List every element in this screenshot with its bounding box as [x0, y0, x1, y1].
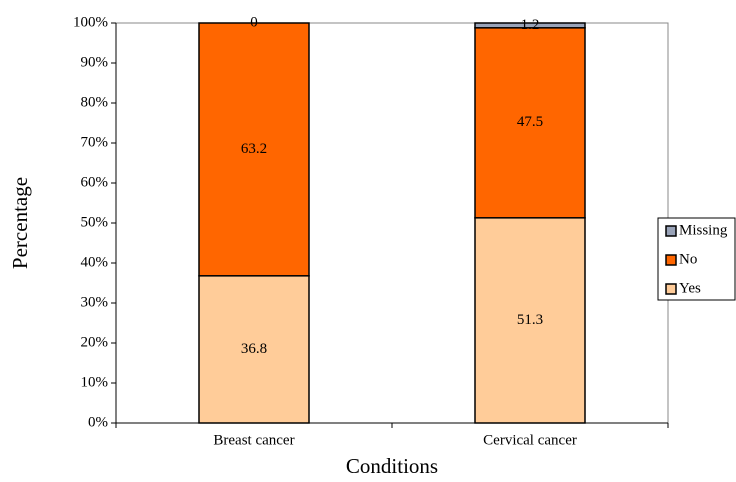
y-tick-label: 60% [81, 174, 109, 190]
y-tick-label: 70% [81, 134, 109, 150]
bar-segment [474, 27, 586, 219]
y-tick-label: 100% [73, 14, 108, 30]
y-tick-label: 40% [81, 254, 109, 270]
legend-label: No [679, 251, 697, 267]
legend-swatch [665, 254, 677, 266]
y-tick-label: 90% [81, 54, 109, 70]
bar-segment [198, 275, 310, 424]
y-tick-label: 10% [81, 374, 109, 390]
y-tick-label: 80% [81, 94, 109, 110]
legend-label: Missing [679, 222, 728, 238]
y-tick-label: 50% [81, 214, 109, 230]
bar-segment [474, 217, 586, 424]
data-label: 1.2 [521, 17, 540, 33]
x-tick-label: Breast cancer [213, 432, 294, 448]
y-tick-label: 20% [81, 334, 109, 350]
legend-swatch [665, 225, 677, 237]
x-axis-title: Conditions [346, 454, 438, 478]
data-label: 36.8 [241, 341, 267, 357]
data-label: 0 [250, 14, 258, 30]
y-tick-label: 30% [81, 294, 109, 310]
y-axis-title: Percentage [8, 177, 32, 269]
bar-segment [474, 22, 586, 29]
x-tick-label: Cervical cancer [483, 432, 577, 448]
y-tick-label: 0% [88, 414, 108, 430]
data-label: 51.3 [517, 312, 543, 328]
bar-segment [198, 22, 310, 277]
legend-swatch [665, 283, 677, 295]
data-label: 47.5 [517, 114, 543, 130]
legend-label: Yes [679, 280, 701, 296]
data-label: 63.2 [241, 141, 267, 157]
